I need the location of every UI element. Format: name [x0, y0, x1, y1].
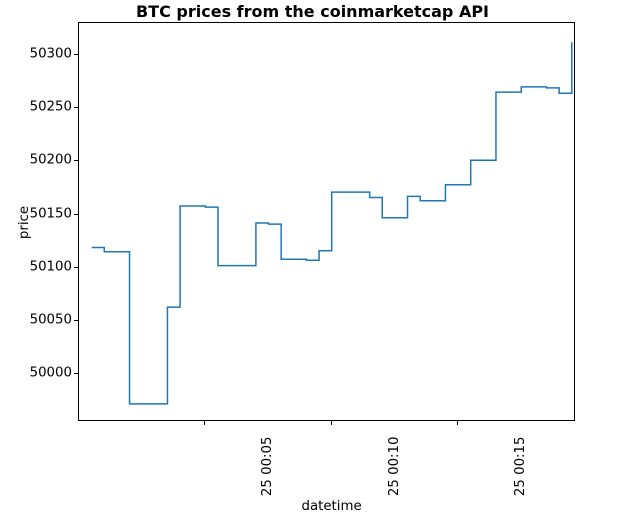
y-tick-mark [74, 214, 78, 215]
y-tick-label: 50250 [22, 100, 72, 115]
x-tick-mark [331, 421, 332, 425]
y-tick-mark [74, 54, 78, 55]
line-series [79, 23, 576, 422]
y-tick-label: 50050 [22, 312, 72, 327]
x-tick-label: 25 00:05 [260, 437, 275, 497]
y-tick-mark [74, 320, 78, 321]
y-tick-label: 50000 [22, 366, 72, 381]
plot-area [78, 22, 575, 421]
y-tick-label: 50100 [22, 259, 72, 274]
x-tick-label: 25 00:10 [387, 437, 402, 497]
figure: BTC prices from the coinmarketcap API pr… [0, 0, 625, 532]
chart-title: BTC prices from the coinmarketcap API [0, 2, 625, 21]
y-tick-mark [74, 267, 78, 268]
x-tick-label: 25 00:15 [513, 437, 528, 497]
y-tick-label: 50200 [22, 153, 72, 168]
x-axis-label: datetime [302, 499, 362, 514]
y-tick-mark [74, 160, 78, 161]
y-tick-mark [74, 107, 78, 108]
x-tick-mark [457, 421, 458, 425]
y-tick-mark [74, 373, 78, 374]
y-tick-label: 50150 [22, 206, 72, 221]
x-tick-mark [204, 421, 205, 425]
price-line [92, 42, 572, 404]
y-tick-label: 50300 [22, 46, 72, 61]
